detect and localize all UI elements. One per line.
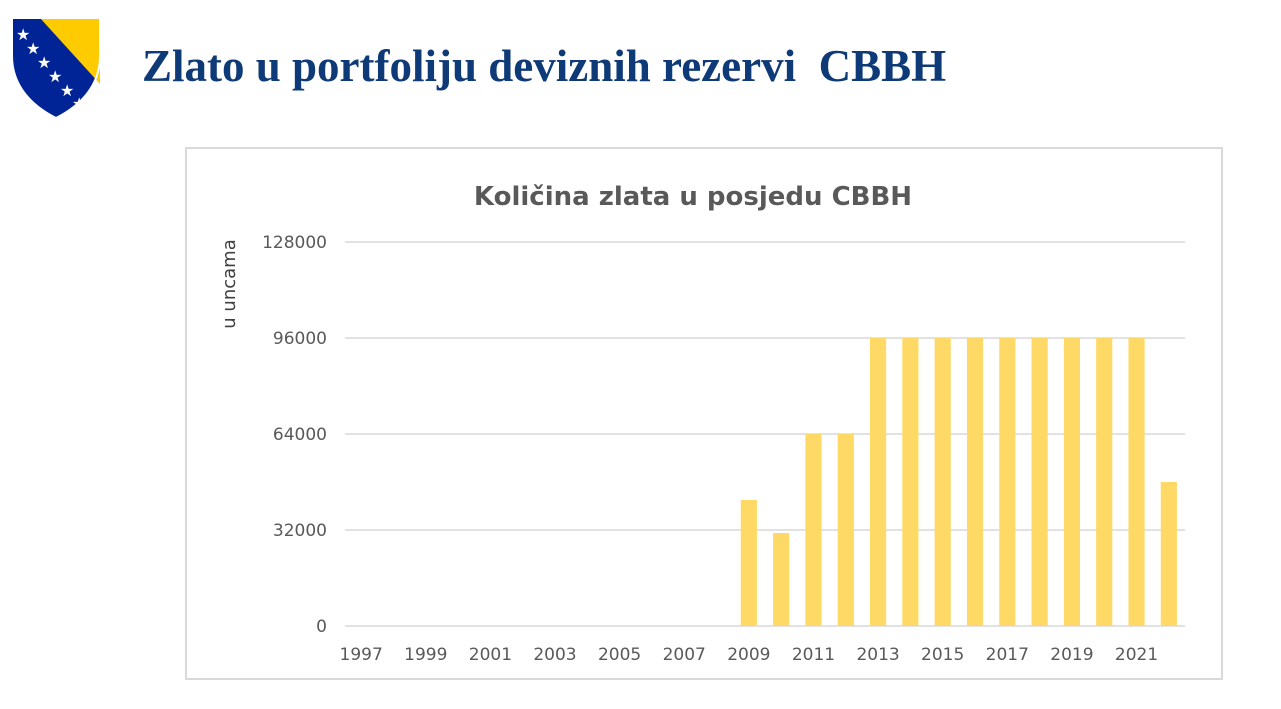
x-tick-label: 2021 [1115, 645, 1158, 665]
y-tick-label: 96000 [273, 329, 327, 349]
svg-text:★: ★ [72, 94, 86, 113]
bar-2021 [1128, 338, 1145, 626]
x-tick-label: 2001 [469, 645, 512, 665]
svg-text:★: ★ [37, 53, 51, 72]
bar-2017 [999, 338, 1016, 626]
bar-2018 [1031, 338, 1048, 626]
y-tick-label: 0 [316, 617, 327, 637]
bar-2009 [740, 500, 757, 626]
bar-2022 [1160, 482, 1177, 626]
y-tick-label: 64000 [273, 425, 327, 445]
chart-title: Količina zlata u posjedu CBBH [474, 182, 912, 212]
bars [740, 338, 1177, 626]
x-tick-label: 2019 [1050, 645, 1093, 665]
svg-text:★: ★ [16, 25, 30, 44]
x-tick-label: 2013 [856, 645, 899, 665]
x-tick-label: 1997 [340, 645, 383, 665]
chart-container: Količina zlata u posjedu CBBH u uncama 0… [185, 147, 1223, 680]
bar-2015 [934, 338, 951, 626]
x-tick-label: 2003 [533, 645, 576, 665]
y-axis-label: u uncama [219, 239, 240, 328]
x-tick-label: 1999 [404, 645, 447, 665]
bar-2014 [902, 338, 919, 626]
bar-2013 [870, 338, 887, 626]
bar-2012 [837, 434, 854, 626]
x-tick-labels: 1997 1999 2001 2003 2005 2007 2009 2011 2013 2015… [340, 645, 1159, 665]
gridlines [345, 241, 1185, 627]
bar-2010 [773, 533, 790, 626]
x-tick-label: 2005 [598, 645, 641, 665]
svg-text:★: ★ [26, 39, 40, 58]
x-tick-label: 2011 [792, 645, 835, 665]
y-tick-labels: 0 32000 64000 96000 128000 [262, 233, 327, 637]
bar-chart: Količina zlata u posjedu CBBH u uncama 0… [219, 182, 1185, 665]
bar-2011 [805, 434, 822, 626]
y-tick-label: 128000 [262, 233, 327, 253]
y-tick-label: 32000 [273, 521, 327, 541]
slide-title: Zlato u portfoliju deviznih rezervi CBBH [142, 41, 947, 91]
coat-of-arms-icon: ★ ★ ★ ★ ★ ★ [11, 17, 101, 120]
x-tick-label: 2009 [727, 645, 770, 665]
bar-2016 [966, 338, 984, 626]
x-tick-label: 2015 [921, 645, 964, 665]
bar-2020 [1096, 338, 1113, 626]
svg-text:★: ★ [60, 81, 74, 100]
svg-text:★: ★ [48, 67, 62, 86]
bar-2019 [1063, 338, 1080, 626]
x-tick-label: 2007 [663, 645, 706, 665]
x-tick-label: 2017 [986, 645, 1029, 665]
